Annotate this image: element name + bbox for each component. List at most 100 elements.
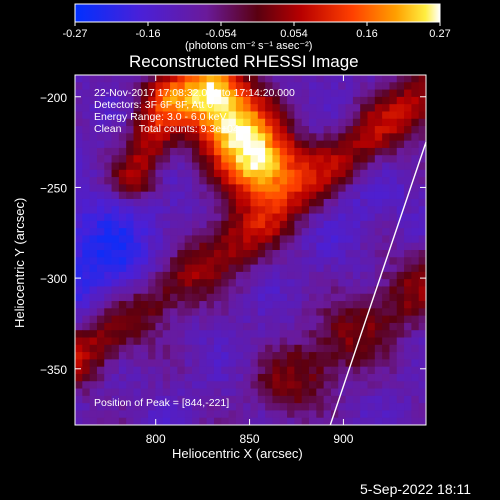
heatmap-cell bbox=[294, 366, 303, 375]
heatmap-cell bbox=[338, 315, 347, 324]
heatmap-cell bbox=[257, 264, 266, 273]
heatmap-cell bbox=[367, 220, 376, 229]
heatmap-cell bbox=[199, 162, 208, 171]
heatmap-cell bbox=[140, 169, 149, 178]
heatmap-cell bbox=[133, 359, 142, 368]
heatmap-cell bbox=[89, 184, 98, 193]
heatmap-cell bbox=[206, 133, 215, 142]
heatmap-cell bbox=[367, 118, 376, 127]
heatmap-cell bbox=[345, 352, 354, 360]
heatmap-cell bbox=[96, 235, 105, 244]
heatmap-cell bbox=[382, 126, 391, 134]
heatmap-cell bbox=[177, 366, 186, 375]
heatmap-cell bbox=[360, 169, 369, 178]
heatmap-cell bbox=[82, 352, 91, 360]
heatmap-cell bbox=[411, 359, 420, 368]
heatmap-cell bbox=[396, 417, 405, 425]
heatmap-cell bbox=[162, 126, 171, 134]
heatmap-cell bbox=[374, 198, 383, 207]
heatmap-cell bbox=[265, 82, 274, 91]
heatmap-cell bbox=[221, 301, 230, 309]
heatmap-cell bbox=[118, 111, 127, 120]
heatmap-cell bbox=[330, 133, 339, 142]
heatmap-cell bbox=[243, 242, 252, 251]
heatmap-cell bbox=[294, 104, 303, 113]
heatmap-cell bbox=[360, 118, 369, 127]
heatmap-cell bbox=[170, 169, 178, 178]
heatmap-cell bbox=[389, 381, 398, 390]
heatmap-cell bbox=[404, 322, 412, 331]
heatmap-cell bbox=[170, 118, 178, 127]
heatmap-cell bbox=[287, 417, 295, 425]
heatmap-cell bbox=[89, 177, 98, 185]
heatmap-cell bbox=[162, 147, 171, 156]
heatmap-cell bbox=[221, 373, 230, 382]
heatmap-cell bbox=[389, 104, 398, 113]
heatmap-cell bbox=[75, 184, 83, 193]
heatmap-cell bbox=[75, 206, 83, 215]
heatmap-cell bbox=[243, 250, 252, 258]
heatmap-cell bbox=[192, 257, 200, 266]
heatmap-cell bbox=[404, 308, 412, 317]
heatmap-cell bbox=[75, 133, 83, 142]
heatmap-cell bbox=[213, 133, 222, 142]
heatmap-cell bbox=[382, 410, 391, 419]
heatmap-cell bbox=[75, 359, 83, 368]
heatmap-cell bbox=[170, 111, 178, 120]
heatmap-cell bbox=[96, 213, 105, 222]
heatmap-cell bbox=[418, 140, 426, 149]
heatmap-cell bbox=[89, 206, 98, 215]
heatmap-cell bbox=[192, 184, 200, 193]
heatmap-cell bbox=[170, 352, 178, 360]
heatmap-cell bbox=[279, 366, 288, 375]
heatmap-cell bbox=[418, 403, 426, 412]
heatmap-cell bbox=[118, 96, 127, 105]
heatmap-cell bbox=[374, 322, 383, 331]
heatmap-cell bbox=[360, 191, 369, 200]
heatmap-cell bbox=[294, 293, 303, 302]
heatmap-cell bbox=[265, 155, 274, 164]
heatmap-cell bbox=[265, 169, 274, 178]
heatmap-cell bbox=[294, 213, 303, 222]
heatmap-cell bbox=[177, 388, 186, 397]
heatmap-cell bbox=[418, 191, 426, 200]
heatmap-cell bbox=[148, 344, 157, 353]
heatmap-cell bbox=[250, 308, 259, 317]
heatmap-cell bbox=[382, 417, 391, 425]
heatmap-cell bbox=[389, 352, 398, 360]
heatmap-cell bbox=[213, 191, 222, 200]
heatmap-cell bbox=[294, 228, 303, 237]
heatmap-cell bbox=[148, 308, 157, 317]
heatmap-cell bbox=[257, 213, 266, 222]
heatmap-cell bbox=[243, 111, 252, 120]
heatmap-cell bbox=[206, 177, 215, 185]
heatmap-cell bbox=[170, 293, 178, 302]
heatmap-cell bbox=[133, 395, 142, 404]
heatmap-cell bbox=[316, 126, 325, 134]
heatmap-cell bbox=[404, 96, 412, 105]
heatmap-cell bbox=[221, 75, 230, 83]
heatmap-cell bbox=[148, 395, 157, 404]
heatmap-cell bbox=[192, 381, 200, 390]
heatmap-cell bbox=[155, 257, 164, 266]
heatmap-cell bbox=[396, 242, 405, 251]
heatmap-cell bbox=[272, 395, 281, 404]
heatmap-cell bbox=[206, 118, 215, 127]
heatmap-cell bbox=[396, 293, 405, 302]
heatmap-cell bbox=[352, 388, 361, 397]
heatmap-cell bbox=[133, 373, 142, 382]
heatmap-cell bbox=[206, 286, 215, 295]
heatmap-cell bbox=[396, 315, 405, 324]
heatmap-cell bbox=[389, 315, 398, 324]
heatmap-cell bbox=[235, 286, 244, 295]
heatmap-cell bbox=[228, 169, 237, 178]
heatmap-cell bbox=[148, 82, 157, 91]
heatmap-cell bbox=[411, 410, 420, 419]
heatmap-cell bbox=[235, 82, 244, 91]
heatmap-cell bbox=[404, 352, 412, 360]
heatmap-cell bbox=[133, 330, 142, 339]
heatmap-cell bbox=[221, 308, 230, 317]
heatmap-cell bbox=[133, 140, 142, 149]
heatmap-cell bbox=[243, 271, 252, 280]
heatmap-cell bbox=[404, 242, 412, 251]
